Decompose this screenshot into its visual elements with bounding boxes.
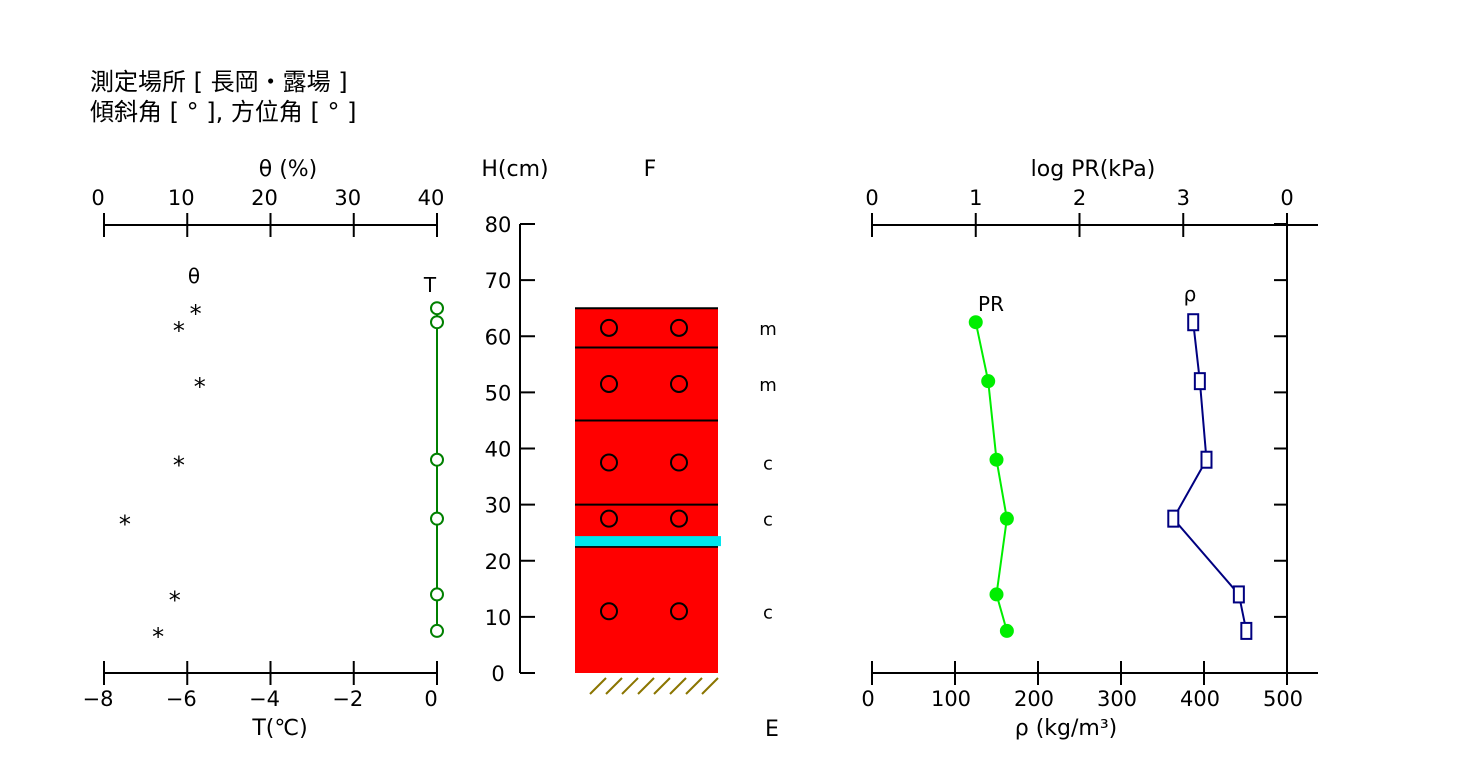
pr-point [981, 374, 996, 389]
temperature-series-label: T [423, 273, 437, 297]
pr-series-label: PR [978, 292, 1004, 316]
pr-axis-label: log PR(kPa) [1031, 157, 1156, 182]
density-point [1193, 372, 1206, 391]
pr-line [974, 322, 1008, 632]
theta-point: * [169, 586, 181, 614]
height-tick-label: 50 [485, 381, 512, 405]
temperature-tick-label: 0 [424, 687, 437, 711]
density-tick-label: 500 [1263, 687, 1303, 711]
theta-tick-label: 10 [168, 186, 195, 210]
temperature-point [430, 623, 444, 638]
grain-size-label: m [759, 375, 777, 396]
grain-size-label: m [759, 319, 777, 340]
pr-point [999, 623, 1014, 638]
pr-point [989, 452, 1004, 467]
height-tick-label: 20 [485, 550, 512, 574]
theta-axis-label: θ (%) [259, 157, 318, 182]
grain-size-label: c [763, 602, 773, 623]
grain-shape-symbol [670, 453, 688, 472]
pr-point [968, 315, 983, 330]
ground-hatch [653, 677, 671, 695]
density-point [1240, 621, 1253, 640]
density-point [1167, 509, 1180, 528]
temperature-tick-label: −8 [83, 687, 114, 711]
height-tick-label: 0 [491, 662, 504, 686]
theta-series-label: θ [188, 264, 200, 288]
temperature-point [430, 452, 444, 467]
pr-tick-label: 3 [1177, 186, 1190, 210]
grain-shape-symbol [600, 453, 618, 472]
height-tick-label: 80 [485, 213, 512, 237]
height-tick-label: 10 [485, 606, 512, 630]
density-tick-label: 300 [1097, 687, 1137, 711]
temperature-point [430, 301, 444, 316]
grain-size-label: c [763, 510, 773, 531]
theta-point: * [190, 300, 202, 328]
theta-tick-label: 40 [418, 186, 445, 210]
measurement-location-title: 測定場所 [ 長岡・露場 ] [90, 68, 348, 96]
theta-tick-label: 0 [91, 186, 104, 210]
height-tick-label: 60 [485, 325, 512, 349]
grain-shape-symbol [670, 318, 688, 337]
grain-shape-symbol [670, 509, 688, 528]
temperature-point [430, 587, 444, 602]
height-axis-label: H(cm) [481, 157, 548, 182]
height-tick-label: 70 [485, 269, 512, 293]
theta-point: * [194, 373, 206, 401]
ground-label: E [765, 717, 779, 742]
density-series-label: ρ [1184, 282, 1197, 306]
grain-shape-symbol [600, 374, 618, 393]
pr-point [999, 511, 1014, 526]
temperature-tick-label: −2 [332, 687, 363, 711]
density-axis-label: ρ (kg/m³) [1015, 716, 1118, 741]
density-tick-label: 0 [861, 687, 874, 711]
theta-point: * [119, 511, 131, 539]
density-point [1187, 313, 1200, 332]
temperature-tick-label: −6 [166, 687, 197, 711]
pr-tick-label: 1 [969, 186, 982, 210]
ground-hatch [669, 677, 687, 695]
ground-hatch [701, 677, 719, 695]
pr-tick-label: 0 [1280, 186, 1293, 210]
ground-hatch [621, 677, 639, 695]
grain-shape-symbol [600, 602, 618, 621]
temperature-tick-label: −4 [249, 687, 280, 711]
ice-layer [575, 536, 721, 547]
density-point [1200, 450, 1213, 469]
slope-azimuth-title: 傾斜角 [ ° ], 方位角 [ ° ] [90, 98, 357, 126]
grain-shape-symbol [670, 602, 688, 621]
theta-point: * [173, 452, 185, 480]
temperature-point [430, 315, 444, 330]
density-point [1232, 585, 1245, 604]
pr-tick-label: 2 [1073, 186, 1086, 210]
theta-tick-label: 20 [251, 186, 278, 210]
density-tick-label: 400 [1180, 687, 1220, 711]
theta-point: * [152, 623, 164, 651]
density-line [1172, 322, 1248, 632]
grain-shape-symbol [600, 318, 618, 337]
grain-shape-symbol [600, 509, 618, 528]
pr-tick-label: 0 [865, 186, 878, 210]
ground-hatch [685, 677, 703, 695]
ground-hatch [605, 677, 623, 695]
pr-point [989, 587, 1004, 602]
theta-point: * [173, 317, 185, 345]
density-tick-label: 100 [931, 687, 971, 711]
ground-hatch [637, 677, 655, 695]
height-tick-label: 40 [485, 438, 512, 462]
temperature-point [430, 511, 444, 526]
snow-column [575, 308, 718, 673]
temperature-axis-label: T(℃) [251, 716, 307, 741]
ground-hatch [589, 677, 607, 695]
density-tick-label: 200 [1014, 687, 1054, 711]
theta-tick-label: 30 [334, 186, 361, 210]
grain-shape-symbol [670, 374, 688, 393]
hardness-column-label: F [644, 157, 657, 182]
height-tick-label: 30 [485, 494, 512, 518]
grain-size-label: c [763, 454, 773, 475]
